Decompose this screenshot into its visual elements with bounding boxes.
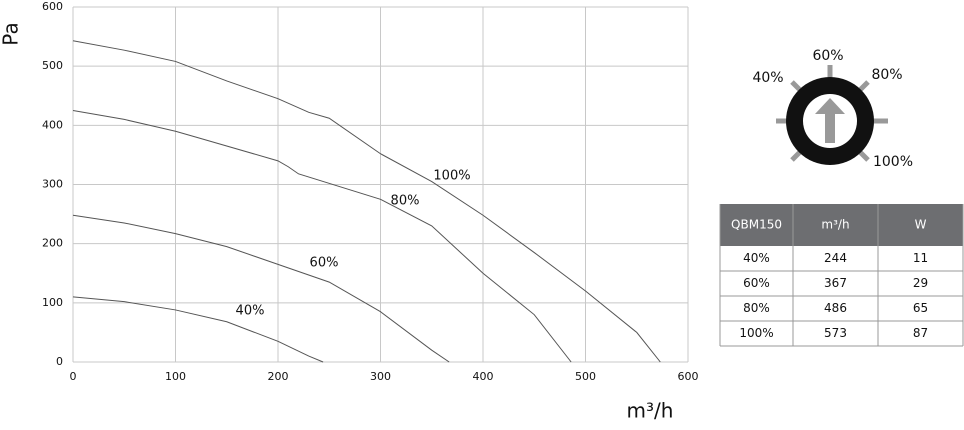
- y-tick-label: 600: [42, 0, 63, 13]
- x-tick-label: 0: [70, 370, 77, 383]
- y-tick-label: 0: [56, 355, 63, 368]
- spec-table: QBM150 m³/h W 40% 244 11 60% 367 29 80% 486 65 100% 5…: [719, 204, 964, 347]
- table-cell: 40%: [743, 251, 770, 265]
- table-cell: 573: [824, 326, 847, 340]
- curve: [72, 110, 572, 363]
- x-tick-label: 300: [370, 370, 391, 383]
- curve-label: 40%: [236, 304, 265, 319]
- x-tick-label: 200: [268, 370, 289, 383]
- dial-label: 80%: [871, 67, 902, 83]
- x-axis-label: m³/h: [627, 399, 674, 423]
- x-tick-label: 100: [165, 370, 186, 383]
- curve-label: 60%: [310, 256, 339, 271]
- y-tick-label: 100: [42, 296, 63, 309]
- table-cell: 87: [913, 326, 928, 340]
- table-cell: 100%: [739, 326, 773, 340]
- x-tick-label: 500: [575, 370, 596, 383]
- curve: [72, 40, 661, 363]
- table-header-bg: [720, 204, 963, 246]
- curve-label: 100%: [433, 169, 470, 184]
- x-tick-label: 600: [678, 370, 699, 383]
- table-cell: 11: [913, 251, 928, 265]
- table-cell: 244: [824, 251, 847, 265]
- table-header-cell: m³/h: [821, 218, 849, 232]
- table-header-cell: QBM150: [731, 218, 782, 232]
- dial: 40% 60% 80% 100%: [752, 48, 913, 170]
- y-tick-label: 200: [42, 237, 63, 250]
- dial-arrow: [815, 98, 845, 143]
- table-cell: 367: [824, 276, 847, 290]
- table-cell: 29: [913, 276, 928, 290]
- dial-label: 100%: [873, 154, 913, 170]
- y-tick-label: 400: [42, 118, 63, 131]
- curve: [72, 214, 450, 363]
- dial-label: 40%: [752, 70, 783, 86]
- curve: [72, 296, 324, 363]
- table-cell: 80%: [743, 301, 770, 315]
- y-tick-label: 500: [42, 59, 63, 72]
- table-cell: 486: [824, 301, 847, 315]
- curve-label: 80%: [391, 194, 420, 209]
- y-tick-label: 300: [42, 178, 63, 191]
- table-cell: 60%: [743, 276, 770, 290]
- table-cell: 65: [913, 301, 928, 315]
- dial-label: 60%: [812, 48, 843, 64]
- y-axis-label: Pa: [0, 22, 23, 45]
- table-header-cell: W: [915, 218, 927, 232]
- x-tick-label: 400: [473, 370, 494, 383]
